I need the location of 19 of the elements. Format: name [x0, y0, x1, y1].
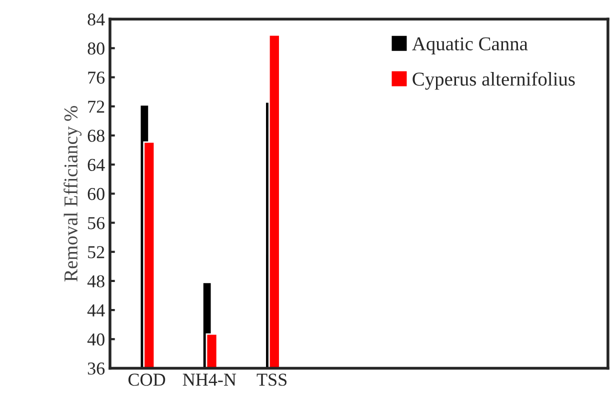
y-tick-label: 40	[87, 333, 104, 346]
y-tick-label: 80	[88, 42, 104, 55]
y-tick-label: 64	[88, 158, 105, 172]
legend-label: Cyperus alternifolius	[412, 72, 575, 90]
y-tick-label: 36	[88, 362, 105, 375]
y-tick-label: 72	[88, 100, 104, 113]
x-tick-label: COD	[128, 374, 166, 386]
y-tick-label: 48	[87, 275, 104, 288]
y-tick-label: 56	[88, 217, 105, 230]
y-tick-label: 60	[88, 188, 104, 200]
y-tick-label: 68	[88, 130, 104, 142]
y-tick-label: 52	[88, 246, 104, 258]
x-tick-label: NH4-N	[182, 374, 236, 386]
y-tick-label: 76	[88, 72, 105, 84]
y-axis-title: Removal Efficiancy %	[64, 106, 82, 282]
legend-label: Aquatic Canna	[412, 37, 528, 54]
x-tick-label: TSS	[256, 374, 286, 386]
y-tick-label: 84	[88, 13, 105, 26]
y-tick-label: 44	[87, 304, 105, 316]
